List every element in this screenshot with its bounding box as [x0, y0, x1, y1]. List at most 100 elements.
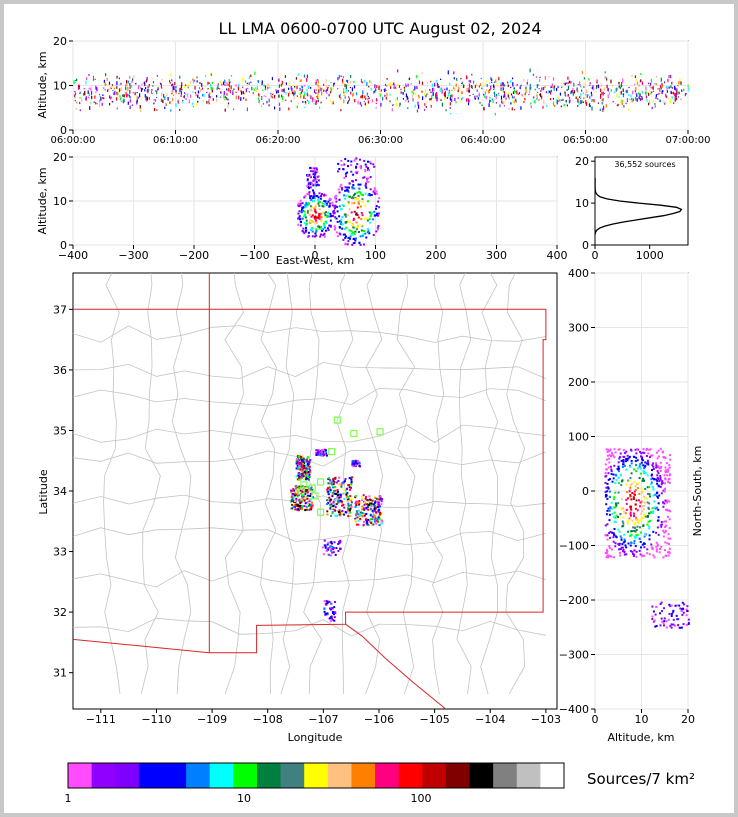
ew-height-source — [312, 173, 315, 176]
lma-station — [333, 416, 341, 424]
time-height-source — [111, 84, 113, 87]
ew-height-source — [317, 216, 320, 219]
time-height-source — [656, 75, 658, 78]
ns-height-source — [612, 515, 615, 518]
plan-view-source — [363, 508, 366, 511]
ew-height-source — [308, 219, 311, 222]
time-height-source — [294, 91, 296, 95]
time-height-source — [483, 93, 485, 96]
time-height-source — [402, 98, 404, 100]
ew-height-source — [314, 205, 317, 208]
plan-view-source — [358, 519, 361, 522]
time-height-source — [606, 77, 608, 81]
time-height-source — [307, 100, 310, 105]
time-height-source — [187, 93, 189, 98]
ns-height-source — [611, 512, 614, 515]
time-height-source — [453, 71, 455, 75]
plan-view-source — [356, 511, 359, 514]
time-height-source — [616, 93, 618, 98]
time-height-source — [665, 95, 667, 99]
time-height-source — [449, 102, 451, 106]
time-height-source — [288, 107, 290, 111]
ew-height-source — [299, 217, 302, 220]
ew-height-source — [350, 164, 353, 166]
ew-height-source — [315, 219, 318, 222]
time-height-source — [557, 86, 559, 89]
time-height-source — [589, 84, 591, 86]
time-height-source — [631, 75, 633, 77]
ns-height-source — [655, 625, 658, 627]
time-height-source — [257, 80, 259, 84]
ns-height-source — [624, 544, 627, 547]
time-height-source — [179, 88, 181, 93]
colorbar-ticks: 1 10 100 — [65, 792, 432, 805]
ns-height-source — [668, 547, 671, 550]
time-height-source — [208, 101, 210, 103]
ns-height-source — [640, 531, 642, 534]
time-height-source — [511, 95, 514, 99]
time-height-source — [641, 81, 643, 85]
ns-height-source — [620, 498, 623, 501]
ns-height-source — [623, 538, 626, 541]
ns-height-source — [662, 501, 665, 504]
ns-height-source — [620, 537, 623, 540]
time-height-source — [511, 77, 514, 80]
ns-height-source — [630, 508, 633, 511]
time-height-source — [645, 95, 647, 99]
time-height-source — [504, 93, 506, 98]
plan-view-source — [299, 475, 302, 478]
time-height-source — [476, 95, 478, 98]
time-height-source — [440, 99, 442, 101]
time-height-source — [93, 101, 95, 103]
time-height-source — [510, 80, 512, 83]
ns-height-source — [647, 520, 650, 523]
time-height-source — [118, 77, 120, 80]
ns-height-source — [663, 607, 665, 610]
ns-height-source — [664, 471, 667, 474]
time-height-source — [429, 98, 431, 101]
time-height-source — [340, 109, 342, 112]
plan-view-ytick-label: 37 — [53, 303, 67, 316]
time-height-source — [486, 84, 488, 87]
ns-height-source — [659, 467, 662, 470]
time-height-source — [196, 103, 198, 107]
ew-height-source — [317, 202, 320, 205]
plan-view-source — [377, 503, 380, 506]
ns-height-source — [629, 495, 632, 498]
time-height-source — [300, 94, 302, 99]
plan-view-source — [339, 514, 342, 516]
plan-view-source — [333, 619, 336, 622]
ew-height-source — [347, 195, 350, 198]
plan-view-source — [332, 479, 335, 482]
time-height-source — [474, 95, 476, 100]
plan-view-source — [309, 494, 312, 497]
time-height-source — [78, 85, 80, 90]
time-height-source — [116, 86, 118, 89]
time-height-source — [160, 83, 162, 85]
plan-view-source — [331, 548, 334, 550]
time-height-source — [564, 83, 566, 86]
time-height-source — [564, 92, 566, 96]
time-height-source — [316, 96, 318, 98]
ew-height-source — [309, 181, 312, 184]
ns-height-source — [633, 455, 636, 458]
plan-view-source — [378, 498, 381, 501]
ns-height-source — [647, 452, 650, 455]
time-height-source — [88, 93, 90, 96]
time-height-source — [404, 89, 406, 92]
time-height-source — [382, 96, 384, 101]
time-height-source — [169, 82, 171, 84]
time-height-source — [127, 94, 129, 96]
lma-station — [317, 508, 325, 516]
time-height-source — [104, 82, 106, 86]
ns-height-ytick-label: −400 — [559, 703, 589, 716]
ew-height-source — [363, 176, 366, 179]
ew-height-source — [345, 226, 348, 229]
time-height-source — [291, 88, 293, 92]
ew-height-source — [344, 158, 347, 161]
ew-height-source — [347, 190, 350, 193]
time-height-source — [449, 97, 451, 101]
time-height-source — [405, 83, 407, 87]
